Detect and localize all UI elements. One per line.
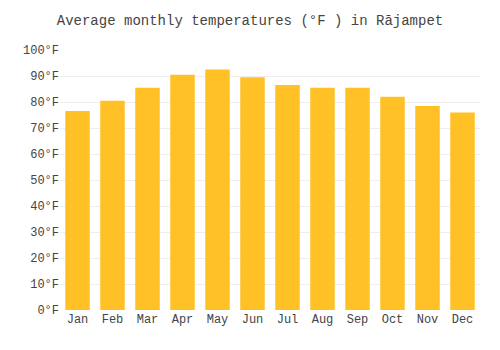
svg-text:40°F: 40°F — [30, 200, 59, 214]
svg-text:0°F: 0°F — [37, 304, 59, 318]
svg-text:Jul: Jul — [277, 313, 299, 327]
svg-text:80°F: 80°F — [30, 96, 59, 110]
svg-text:Aug: Aug — [312, 313, 334, 327]
svg-text:100°F: 100°F — [23, 44, 59, 58]
svg-text:20°F: 20°F — [30, 252, 59, 266]
svg-text:60°F: 60°F — [30, 148, 59, 162]
svg-text:May: May — [207, 313, 229, 327]
svg-text:70°F: 70°F — [30, 122, 59, 136]
svg-text:Average monthly temperatures (: Average monthly temperatures (°F ) in Rā… — [57, 13, 443, 29]
svg-text:Sep: Sep — [347, 313, 369, 327]
svg-text:Nov: Nov — [417, 313, 439, 327]
svg-text:Oct: Oct — [382, 313, 404, 327]
svg-text:50°F: 50°F — [30, 174, 59, 188]
svg-text:Dec: Dec — [452, 313, 474, 327]
svg-text:30°F: 30°F — [30, 226, 59, 240]
svg-text:10°F: 10°F — [30, 278, 59, 292]
svg-text:Mar: Mar — [137, 313, 159, 327]
svg-text:Jun: Jun — [242, 313, 264, 327]
svg-text:Feb: Feb — [102, 313, 124, 327]
svg-text:Apr: Apr — [172, 313, 194, 327]
svg-text:Jan: Jan — [67, 313, 89, 327]
svg-text:90°F: 90°F — [30, 70, 59, 84]
